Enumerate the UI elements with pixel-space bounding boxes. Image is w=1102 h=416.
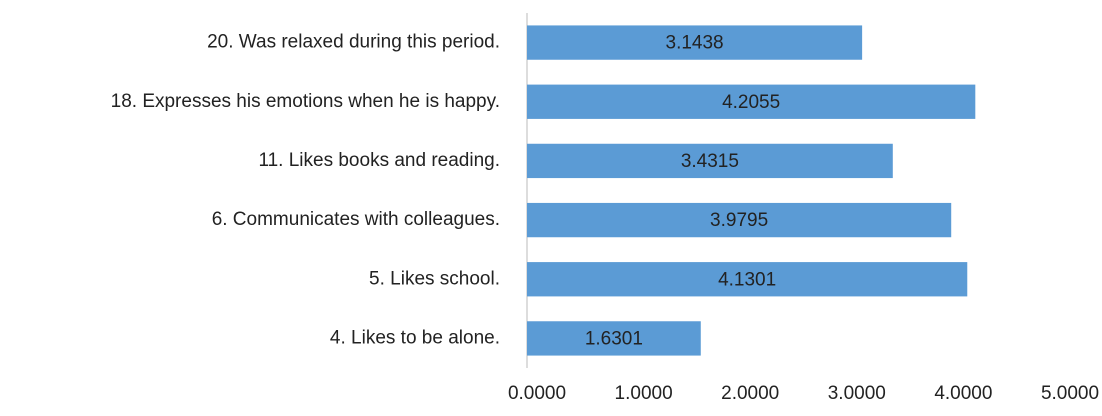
bar — [527, 321, 701, 356]
bar — [527, 202, 952, 238]
x-tick-label: 2.0000 — [721, 383, 779, 404]
x-tick-label: 5.0000 — [1041, 383, 1099, 404]
y-tick-label: 20. Was relaxed during this period. — [207, 32, 500, 53]
data-label: 3.4315 — [681, 151, 739, 172]
bar — [527, 84, 976, 119]
x-tick-label: 0.0000 — [508, 383, 566, 404]
data-label: 4.2055 — [722, 92, 780, 113]
x-tick-label: 3.0000 — [828, 383, 886, 404]
y-tick-label: 5. Likes school. — [369, 268, 500, 289]
bar — [527, 25, 863, 60]
data-label: 3.1438 — [666, 33, 724, 54]
y-tick-label: 18. Expresses his emotions when he is ha… — [111, 91, 500, 112]
y-tick-label: 4. Likes to be alone. — [330, 327, 500, 348]
bar — [527, 143, 893, 179]
data-label: 3.9795 — [710, 210, 768, 231]
x-tick-label: 4.0000 — [934, 383, 992, 404]
y-tick-label: 11. Likes books and reading. — [258, 150, 500, 171]
y-tick-label: 6. Communicates with colleagues. — [212, 209, 500, 230]
data-label: 1.6301 — [585, 328, 643, 349]
data-label: 4.1301 — [718, 269, 776, 290]
x-tick-label: 1.0000 — [615, 383, 673, 404]
bar — [527, 262, 968, 297]
